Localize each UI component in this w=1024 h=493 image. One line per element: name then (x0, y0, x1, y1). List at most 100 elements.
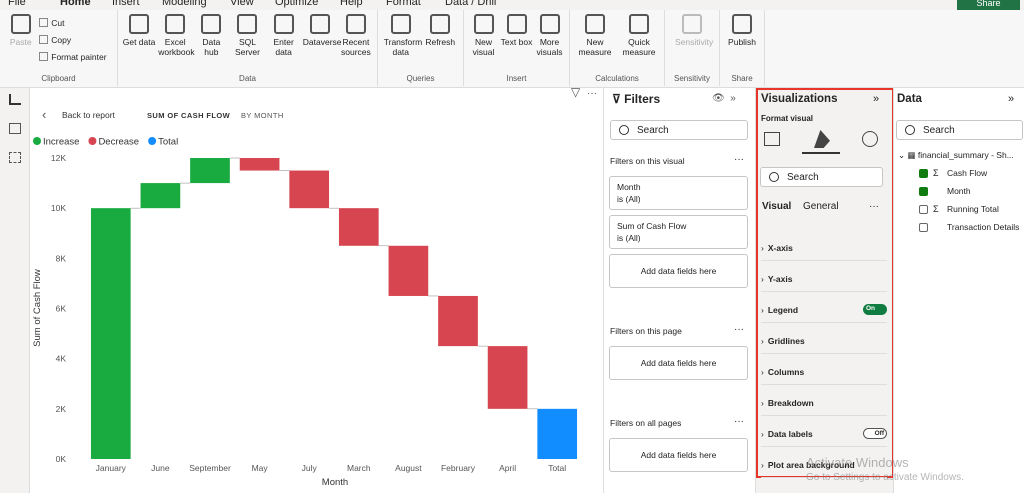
format-section[interactable]: › Data labels Off (761, 421, 887, 447)
ribbon-button[interactable]: Data hub (194, 10, 228, 86)
toggle[interactable]: Off (863, 428, 887, 439)
button-label: Enter data (273, 37, 294, 57)
waterfall-bar (537, 408, 578, 459)
x-tick-label: Total (548, 463, 566, 473)
filters-search[interactable]: Search (610, 120, 748, 140)
x-tick-label: January (96, 463, 127, 473)
back-to-report[interactable]: Back to report (62, 110, 116, 120)
ribbon-group: Clipboard Paste Cut Copy Format painter (0, 10, 118, 86)
field-checkbox[interactable] (919, 169, 928, 178)
ribbon-button[interactable]: Get data (122, 10, 156, 86)
format-section[interactable]: › Legend On (761, 297, 887, 323)
field-checkbox[interactable] (919, 205, 928, 214)
ribbon-tab[interactable]: Data / Drill (445, 0, 497, 8)
ribbon-button[interactable]: New visual (467, 10, 500, 86)
ribbon-tab[interactable]: File (8, 0, 26, 8)
build-icon[interactable] (764, 132, 780, 146)
table-view-icon[interactable] (9, 123, 21, 134)
filter-icon[interactable]: ▽ (571, 88, 581, 99)
table-name: financial_summary - Sh... (917, 150, 1014, 160)
ribbon-button[interactable]: Sensitivity (675, 10, 713, 86)
field-name[interactable]: Transaction Details (947, 222, 1020, 232)
viz-tab[interactable]: Visual (762, 201, 792, 212)
ribbon-button[interactable]: Text box (500, 10, 533, 86)
chevron: › (761, 304, 764, 315)
ribbon-tab[interactable]: Format (386, 0, 421, 8)
ribbon-button[interactable]: Excel workbook (158, 10, 195, 86)
button-icon (345, 14, 366, 34)
ribbon-tab[interactable]: Optimize (275, 0, 319, 8)
button-label: Copy (51, 34, 72, 45)
format-section[interactable]: › Columns (761, 359, 887, 385)
ribbon-tab[interactable]: Modeling (162, 0, 207, 8)
field-checkbox[interactable] (919, 223, 928, 232)
field-name[interactable]: Running Total (947, 204, 999, 214)
field-name[interactable]: Cash Flow (947, 168, 988, 178)
report-view-icon[interactable] (9, 94, 21, 105)
filter-pane-icons[interactable]: 👁 » (712, 93, 736, 104)
ribbon-button[interactable]: Quick measure (622, 10, 656, 86)
section-name: Columns (767, 366, 805, 377)
table-node[interactable]: ⌄ ▦ financial_summary - Sh... (898, 150, 1014, 160)
ribbon-button[interactable]: Refresh (423, 10, 457, 86)
ribbon-button[interactable]: SQL Server (230, 10, 264, 86)
field-checkbox[interactable] (919, 187, 928, 196)
ribbon-tab[interactable]: View (230, 0, 254, 8)
format-section[interactable]: › Y-axis (761, 266, 887, 292)
button-label: More visuals (536, 37, 563, 57)
group-label: Queries (406, 74, 435, 83)
waterfall-bar (487, 346, 528, 409)
button-icon (39, 35, 49, 44)
ribbon-button[interactable]: Copy (39, 31, 113, 48)
more[interactable]: ··· (734, 154, 744, 165)
add-fields-well[interactable]: Add data fields here (609, 438, 748, 472)
filters-pane: ⊽ Filters 👁 » Search Filters on this vis… (603, 88, 755, 493)
add-fields-well[interactable]: Add data fields here (609, 346, 748, 380)
filter-card[interactable]: Month is (All) (609, 176, 748, 210)
data-search[interactable]: Search (896, 120, 1023, 140)
more[interactable]: ··· (734, 324, 744, 335)
ribbon-button[interactable]: Cut (39, 14, 113, 31)
share-button[interactable]: Share (957, 0, 1020, 10)
ribbon-button[interactable]: Recent sources (339, 10, 373, 86)
viz-search[interactable]: Search (760, 167, 883, 187)
button-label: Publish (728, 37, 756, 47)
x-tick-label: June (151, 463, 170, 473)
format-section[interactable]: › Breakdown (761, 390, 887, 416)
more[interactable]: ··· (734, 416, 744, 427)
ribbon-tab[interactable]: Help (340, 0, 363, 8)
y-tick-label: 0K (56, 454, 67, 464)
back-arrow[interactable]: ‹ (42, 107, 46, 122)
filters-title-text: Filters (624, 92, 661, 106)
ribbon-tab[interactable]: Insert (112, 0, 140, 8)
viz-tab[interactable]: General (803, 201, 839, 212)
filter-state: is (All) (617, 194, 641, 204)
collapse[interactable]: » (1008, 93, 1015, 105)
ribbon-button[interactable]: More visuals (533, 10, 566, 86)
field-name[interactable]: Month (947, 186, 971, 196)
share-label: Share (976, 0, 1001, 8)
ribbon-button[interactable]: Format painter (39, 48, 113, 65)
ribbon-button[interactable]: Enter data (267, 10, 301, 86)
ribbon-tab[interactable]: Home (60, 0, 91, 8)
ribbon-button[interactable]: Dataverse (303, 10, 342, 86)
format-section[interactable]: › Gridlines (761, 328, 887, 354)
model-view-icon[interactable] (9, 152, 21, 163)
y-tick-label: 10K (51, 203, 66, 213)
add-fields-well[interactable]: Add data fields here (609, 254, 748, 288)
more-options[interactable]: ··· (587, 88, 597, 99)
search-placeholder: Search (637, 124, 669, 136)
collapse[interactable]: » (873, 93, 880, 105)
ribbon-button[interactable]: New measure (578, 10, 612, 86)
button-icon (39, 52, 49, 61)
analytics-icon[interactable] (862, 131, 878, 147)
toggle[interactable]: On (863, 304, 887, 315)
format-section[interactable]: › X-axis (761, 235, 887, 261)
more[interactable]: ··· (869, 201, 879, 212)
chevron: › (761, 397, 764, 408)
format-section[interactable]: › Plot area background (761, 452, 887, 478)
ribbon-button[interactable]: Publish (725, 10, 759, 86)
ribbon-button[interactable]: Paste (4, 10, 38, 86)
ribbon-button[interactable]: Transform data (384, 10, 422, 86)
filter-card[interactable]: Sum of Cash Flow is (All) (609, 215, 748, 249)
